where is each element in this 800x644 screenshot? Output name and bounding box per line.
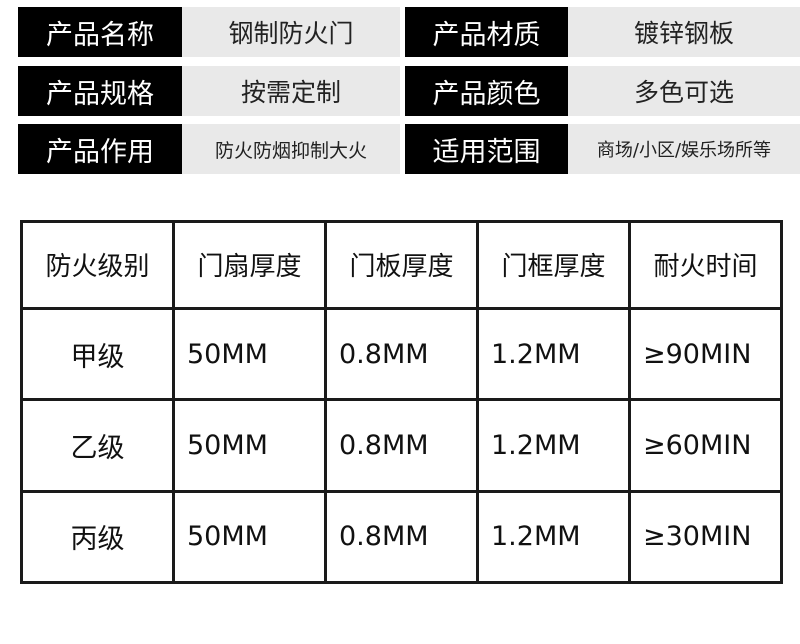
- spec-label: 产品作用: [18, 124, 182, 174]
- spec-label: 产品颜色: [405, 66, 568, 116]
- spec-label: 适用范围: [405, 124, 568, 174]
- fire-rating-table: 防火级别 门扇厚度 门板厚度 门框厚度 耐火时间 甲级 50MM 0.8MM 1…: [20, 220, 783, 585]
- column-header: 门框厚度: [476, 220, 631, 310]
- table-cell: ≥30MIN: [628, 489, 783, 585]
- table-cell: 丙级: [20, 489, 175, 585]
- table-cell: 0.8MM: [324, 489, 479, 585]
- spec-label: 产品名称: [18, 7, 182, 57]
- spec-label: 产品材质: [405, 7, 568, 57]
- column-header: 防火级别: [20, 220, 175, 310]
- table-cell: 50MM: [172, 489, 327, 585]
- spec-value: 商场/小区/娱乐场所等: [568, 124, 800, 174]
- table-header-row: 防火级别 门扇厚度 门板厚度 门框厚度 耐火时间: [20, 220, 783, 310]
- table-row: 丙级 50MM 0.8MM 1.2MM ≥30MIN: [20, 489, 783, 585]
- table-cell: 1.2MM: [476, 398, 631, 493]
- spec-value: 多色可选: [568, 66, 800, 116]
- table-cell: 1.2MM: [476, 306, 631, 402]
- table-cell: ≥60MIN: [628, 398, 783, 493]
- table-row: 甲级 50MM 0.8MM 1.2MM ≥90MIN: [20, 306, 783, 402]
- spec-value: 钢制防火门: [182, 7, 400, 57]
- column-header: 耐火时间: [628, 220, 783, 310]
- spec-label: 产品规格: [18, 66, 182, 116]
- spec-value: 镀锌钢板: [568, 7, 800, 57]
- column-header: 门板厚度: [324, 220, 479, 310]
- spec-value: 按需定制: [182, 66, 400, 116]
- column-header: 门扇厚度: [172, 220, 327, 310]
- table-row: 乙级 50MM 0.8MM 1.2MM ≥60MIN: [20, 398, 783, 493]
- table-cell: 50MM: [172, 306, 327, 402]
- table-cell: 0.8MM: [324, 306, 479, 402]
- table-cell: 甲级: [20, 306, 175, 402]
- table-cell: ≥90MIN: [628, 306, 783, 402]
- table-cell: 乙级: [20, 398, 175, 493]
- table-cell: 1.2MM: [476, 489, 631, 585]
- table-cell: 50MM: [172, 398, 327, 493]
- spec-value: 防火防烟抑制大火: [182, 124, 400, 174]
- table-cell: 0.8MM: [324, 398, 479, 493]
